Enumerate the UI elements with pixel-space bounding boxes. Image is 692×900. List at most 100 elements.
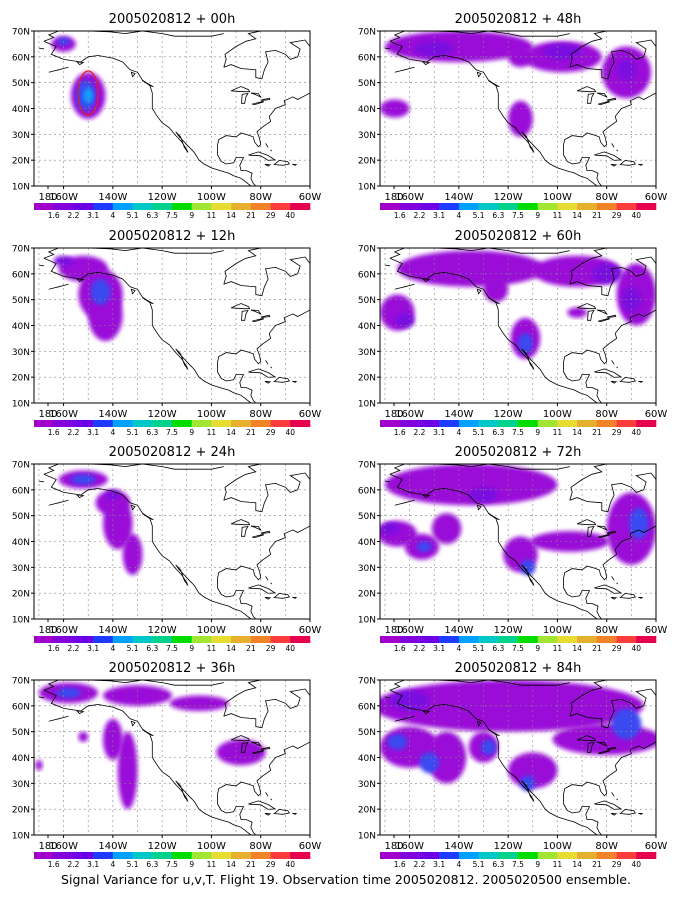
colorbar-swatch: [270, 852, 291, 859]
colorbar-swatch: [112, 420, 133, 427]
colorbar-label: 5.1: [127, 211, 139, 220]
colorbar-label: 6.3: [146, 644, 158, 653]
colorbar-label: 40: [286, 860, 296, 869]
lon-label: 80W: [595, 409, 618, 420]
colorbar-label: 11: [553, 428, 563, 437]
colorbar-swatch: [537, 203, 558, 210]
lon-label: 80W: [249, 192, 272, 203]
colorbar-swatch: [290, 852, 311, 859]
contour-blob: [611, 708, 642, 740]
lat-label: 20N: [358, 374, 376, 384]
colorbar-label: 4: [456, 860, 461, 869]
colorbar-label: 11: [207, 644, 217, 653]
colorbar-swatch: [478, 420, 499, 427]
lon-label: 100W: [197, 625, 226, 636]
coastline: [384, 680, 656, 835]
lon-label: 60W: [645, 625, 668, 636]
colorbar-swatch: [93, 203, 114, 210]
colorbar-label: 4: [110, 211, 115, 220]
colorbar-label: 40: [286, 644, 296, 653]
colorbar-label: 7.5: [166, 860, 178, 869]
contour-blob: [169, 695, 229, 711]
lon-label: 60W: [645, 409, 668, 420]
colorbar-swatch: [112, 636, 133, 643]
coastline: [38, 464, 310, 619]
contour-blob: [380, 522, 400, 536]
colorbar-label: 21: [246, 860, 256, 869]
lon-label: 180: [38, 409, 57, 420]
colorbar-swatch: [557, 420, 578, 427]
variance-field: [53, 255, 123, 341]
colorbar: 1.6 2.2 3.1 4 5.1 6.3 7.5 9 11 14 21 29 40: [34, 203, 311, 220]
colorbar-label: 40: [632, 428, 642, 437]
colorbar-label: 7.5: [512, 428, 524, 437]
colorbar-label: 6.3: [492, 428, 504, 437]
colorbar-swatch: [577, 852, 598, 859]
lon-label: 60W: [299, 409, 322, 420]
colorbar-swatch: [616, 852, 637, 859]
lon-label: 60W: [299, 192, 322, 203]
map-panel: 2005020812 + 00h 70N 60N 50N 40N 30N 20N 10N 180…: [12, 12, 322, 220]
colorbar-swatch: [636, 420, 657, 427]
lat-label: 60N: [12, 53, 30, 63]
variance-field: [380, 680, 656, 792]
panel-title: 2005020812 + 36h: [109, 661, 236, 676]
colorbar-label: 29: [612, 211, 622, 220]
graticule: [34, 31, 310, 186]
lat-label: 70N: [12, 461, 30, 471]
colorbar: 1.6 2.2 3.1 4 5.1 6.3 7.5 9 11 14 21 29 40: [34, 636, 311, 653]
colorbar-label: 11: [553, 860, 563, 869]
lat-label: 40N: [12, 538, 30, 548]
colorbar-label: 11: [207, 428, 217, 437]
lon-label: 80W: [249, 841, 272, 852]
colorbar-label: 5.1: [473, 211, 485, 220]
colorbar-swatch: [191, 203, 212, 210]
map-panel: 2005020812 + 24h 70N 60N 50N 40N 30N 20N 10N 180…: [12, 445, 322, 653]
colorbar-label: 2.2: [413, 860, 425, 869]
lat-label: 40N: [358, 754, 376, 764]
lat-label: 50N: [358, 728, 376, 738]
lat-label: 50N: [358, 296, 376, 306]
colorbar-swatch: [34, 636, 55, 643]
variance-field: [58, 470, 143, 576]
map-panel: 2005020812 + 60h 70N 60N 50N 40N 30N 20N 10N 180…: [358, 229, 668, 437]
coastline: [384, 248, 656, 403]
coastline: [384, 464, 656, 619]
lat-label: 40N: [358, 105, 376, 115]
contour-blob: [616, 59, 637, 81]
lat-label: 60N: [358, 702, 376, 712]
colorbar-swatch: [439, 420, 460, 427]
lat-label: 50N: [12, 79, 30, 89]
colorbar-swatch: [419, 203, 440, 210]
colorbar-label: 40: [286, 428, 296, 437]
colorbar-label: 14: [572, 644, 582, 653]
colorbar-label: 3.1: [433, 428, 445, 437]
lat-label: 20N: [12, 374, 30, 384]
colorbar-swatch: [211, 420, 232, 427]
lon-label: 120W: [148, 409, 177, 420]
colorbar-swatch: [132, 636, 153, 643]
lon-label: 60W: [645, 192, 668, 203]
lat-label: 30N: [358, 131, 376, 141]
lat-label: 20N: [12, 157, 30, 167]
panel-title: 2005020812 + 00h: [109, 12, 236, 27]
colorbar-label: 1.6: [48, 211, 60, 220]
colorbar-label: 5.1: [127, 644, 139, 653]
colorbar-label: 4: [456, 211, 461, 220]
colorbar: 1.6 2.2 3.1 4 5.1 6.3 7.5 9 11 14 21 29 40: [380, 420, 657, 437]
coastline: [384, 31, 656, 186]
lon-label: 120W: [148, 625, 177, 636]
colorbar-swatch: [231, 852, 252, 859]
lat-label: 10N: [12, 183, 30, 193]
colorbar-label: 21: [592, 211, 602, 220]
colorbar-swatch: [112, 852, 133, 859]
lon-label: 120W: [148, 192, 177, 203]
colorbar-swatch: [498, 852, 519, 859]
colorbar-swatch: [290, 420, 311, 427]
colorbar-swatch: [577, 203, 598, 210]
lon-label: 160W: [49, 841, 78, 852]
colorbar-swatch: [93, 420, 114, 427]
colorbar-label: 5.1: [473, 644, 485, 653]
lat-label: 70N: [12, 245, 30, 255]
